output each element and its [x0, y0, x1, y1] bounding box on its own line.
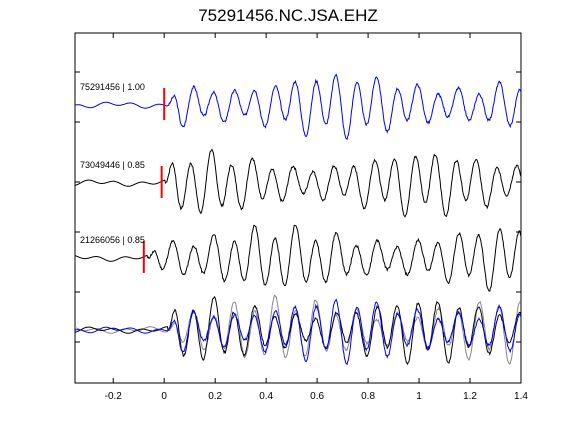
trace-label: 73049446 | 0.85: [80, 160, 145, 170]
axes-frame: [74, 32, 522, 384]
trace-label: 21266056 | 0.85: [80, 235, 145, 245]
x-tick-label: 1: [416, 391, 422, 402]
trace-line: [74, 224, 522, 292]
x-tick-label: 1.4: [514, 391, 528, 402]
trace-line: [74, 73, 522, 141]
x-tick-label: 0.8: [361, 391, 375, 402]
x-tick-label: -0.2: [105, 391, 123, 402]
tick-group: -0.2 0 0.2 0.4 0.6 0.8 1 1.2 1.4: [75, 33, 528, 402]
x-tick-label: 0.4: [259, 391, 273, 402]
trace-group: 75291456 | 1.00 73049446 | 0.85 21266056 |…: [74, 73, 522, 366]
trace-line: [74, 148, 522, 218]
trace-label: 75291456 | 1.00: [80, 82, 145, 92]
overlay-trace-line: [74, 298, 522, 366]
chart-title: 75291456.NC.JSA.EHZ: [198, 6, 378, 25]
x-tick-label: 1.2: [463, 391, 477, 402]
x-tick-label: 0.6: [310, 391, 324, 402]
x-tick-label: 0.2: [208, 391, 222, 402]
overlay-trace-line: [74, 295, 522, 366]
x-tick-label: 0: [161, 391, 167, 402]
